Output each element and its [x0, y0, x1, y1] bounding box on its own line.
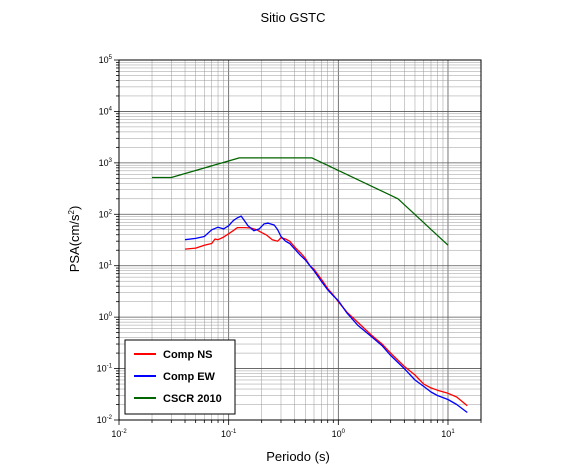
x-tick-exp: 1 [451, 429, 455, 435]
grid [118, 59, 482, 421]
y-tick-exp: 3 [109, 158, 113, 164]
legend-label-ew: Comp EW [163, 371, 216, 383]
x-tick-label: 101 [441, 429, 455, 439]
series-lines [152, 157, 468, 414]
y-tick-exp: 0 [109, 312, 113, 318]
x-tick-exp: -2 [121, 429, 127, 435]
y-tick-base: 10 [99, 158, 109, 168]
y-tick-base: 10 [99, 209, 109, 219]
y-tick-exp: 4 [109, 106, 113, 112]
y-tick-label: 102 [99, 209, 113, 219]
y-tick-base: 10 [99, 55, 109, 65]
y-tick-exp: 1 [109, 261, 113, 267]
x-tick-label: 100 [332, 429, 346, 439]
y-tick-base: 10 [99, 261, 109, 271]
y-tick-label: 10-1 [97, 364, 113, 374]
x-tick-labels: 10-2 10-1 100 101 [111, 429, 455, 439]
chart-title: Sitio GSTC [260, 10, 325, 25]
series-line-cscr-2010 [152, 157, 449, 246]
y-tick-label: 103 [99, 158, 113, 168]
y-tick-label: 100 [99, 312, 113, 322]
y-tick-base: 10 [99, 312, 109, 322]
x-tick-label: 10-1 [221, 429, 237, 439]
y-tick-label: 10-2 [97, 415, 113, 425]
legend-label-cscr: CSCR 2010 [163, 393, 222, 405]
x-tick-base: 10 [111, 429, 121, 439]
y-tick-label: 104 [99, 106, 113, 116]
y-tick-exp: -1 [107, 364, 113, 370]
series-line-comp-ns [184, 226, 468, 407]
x-tick-base: 10 [332, 429, 342, 439]
y-tick-base: 10 [97, 364, 107, 374]
x-tick-label: 10-2 [111, 429, 127, 439]
y-axis-label-close: ) [67, 206, 82, 210]
y-tick-exp: 5 [109, 55, 113, 61]
x-tick-exp: 0 [342, 429, 346, 435]
x-axis-label: Periodo (s) [266, 449, 330, 464]
legend: Comp NS Comp EW CSCR 2010 [124, 339, 236, 415]
x-tick-base: 10 [221, 429, 231, 439]
y-tick-label: 101 [99, 261, 113, 271]
series-line-comp-ew [184, 215, 468, 414]
y-tick-exp: 2 [109, 209, 113, 215]
y-axis-label: PSA(cm/s2) [67, 206, 82, 273]
tick-marks [114, 59, 482, 425]
x-tick-exp: -1 [231, 429, 237, 435]
y-tick-base: 10 [97, 415, 107, 425]
y-axis-label-exp: 2 [67, 210, 76, 215]
plot-frame [118, 59, 482, 421]
y-axis-label-base: PSA(cm/s [67, 214, 82, 272]
y-tick-exp: -2 [107, 415, 113, 421]
x-tick-base: 10 [441, 429, 451, 439]
legend-label-ns: Comp NS [163, 349, 213, 361]
y-tick-base: 10 [99, 106, 109, 116]
y-tick-label: 105 [99, 55, 113, 65]
